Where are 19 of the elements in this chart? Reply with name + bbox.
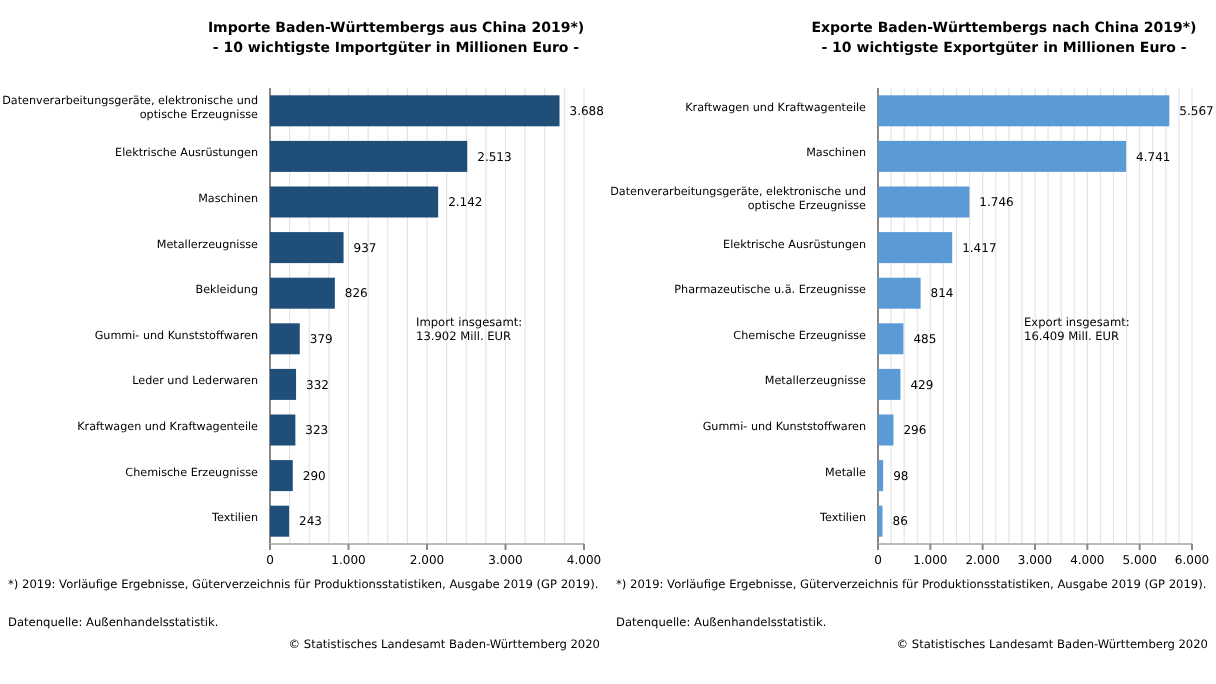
bar — [878, 186, 970, 218]
bar — [270, 505, 290, 537]
bar — [270, 460, 293, 492]
bar — [878, 277, 921, 309]
bar — [270, 232, 344, 264]
bar — [878, 323, 904, 355]
bar — [270, 414, 296, 446]
bar — [270, 323, 300, 355]
bar — [878, 95, 1170, 127]
bar — [878, 368, 901, 400]
bar — [270, 95, 560, 127]
bar — [270, 277, 335, 309]
bar — [270, 140, 468, 172]
bar — [878, 140, 1127, 172]
bar — [270, 186, 439, 218]
bar — [878, 232, 953, 264]
bar — [878, 460, 884, 492]
bar — [878, 414, 894, 446]
bar — [270, 368, 297, 400]
